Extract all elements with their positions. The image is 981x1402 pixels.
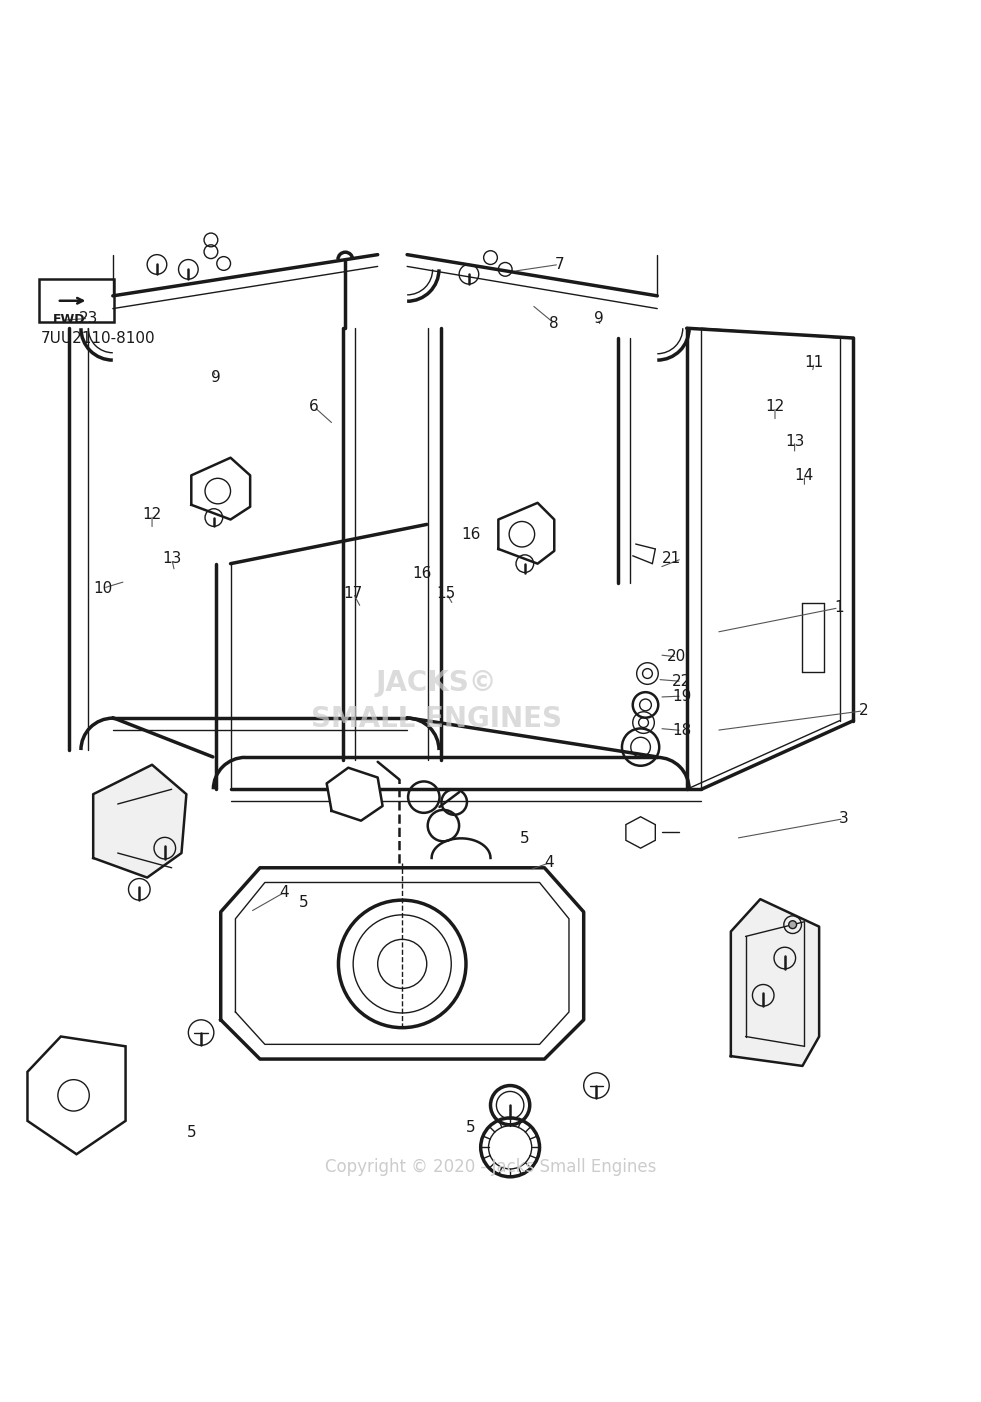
Polygon shape xyxy=(731,899,819,1066)
Text: JACKS©
SMALL ENGINES: JACKS© SMALL ENGINES xyxy=(311,669,562,733)
Polygon shape xyxy=(191,457,250,520)
Text: 14: 14 xyxy=(795,468,814,482)
Text: 11: 11 xyxy=(804,355,824,370)
Polygon shape xyxy=(498,503,554,564)
Text: 18: 18 xyxy=(672,723,692,737)
Text: 8: 8 xyxy=(549,315,559,331)
Text: Copyright © 2020 - Jacks Small Engines: Copyright © 2020 - Jacks Small Engines xyxy=(325,1158,656,1176)
Text: 9: 9 xyxy=(211,370,221,384)
Text: 16: 16 xyxy=(461,527,481,541)
Text: FWD: FWD xyxy=(53,313,85,325)
Circle shape xyxy=(789,921,797,928)
Text: 6: 6 xyxy=(309,400,319,414)
Text: 5: 5 xyxy=(466,1120,476,1136)
Text: 17: 17 xyxy=(343,586,363,600)
Text: 4: 4 xyxy=(280,885,289,900)
Text: 10: 10 xyxy=(93,580,113,596)
Polygon shape xyxy=(221,868,584,1059)
Text: 13: 13 xyxy=(162,551,181,566)
Text: 9: 9 xyxy=(594,311,603,325)
Polygon shape xyxy=(93,764,186,878)
Text: 7UU2110-8100: 7UU2110-8100 xyxy=(41,331,156,345)
Text: 12: 12 xyxy=(142,508,162,522)
Text: 5: 5 xyxy=(299,894,309,910)
Text: 2: 2 xyxy=(858,704,868,718)
Text: 13: 13 xyxy=(785,433,804,449)
Text: 5: 5 xyxy=(186,1126,196,1140)
Polygon shape xyxy=(27,1036,126,1154)
Text: 16: 16 xyxy=(412,566,432,580)
Text: 23: 23 xyxy=(78,311,98,325)
Text: 21: 21 xyxy=(662,551,682,566)
Text: 12: 12 xyxy=(765,400,785,414)
Text: 20: 20 xyxy=(667,649,687,665)
Polygon shape xyxy=(327,768,383,820)
Text: 7: 7 xyxy=(554,257,564,272)
Text: 1: 1 xyxy=(834,600,844,615)
Text: 3: 3 xyxy=(839,812,849,826)
Text: 5: 5 xyxy=(520,831,530,845)
Text: 15: 15 xyxy=(437,586,456,600)
Text: 4: 4 xyxy=(544,855,554,871)
Text: 19: 19 xyxy=(672,688,692,704)
Text: 22: 22 xyxy=(672,674,692,688)
